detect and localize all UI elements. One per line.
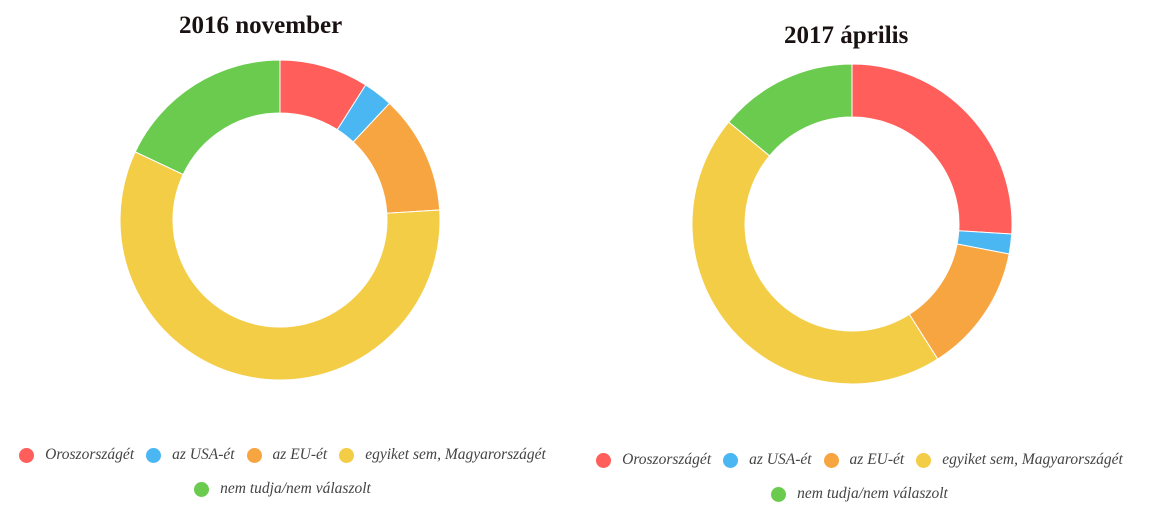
legend-item-russia[interactable]: Oroszországét (596, 451, 711, 469)
legend-item-russia[interactable]: Oroszországét (19, 446, 134, 464)
legend-item-none-hungary[interactable]: egyiket sem, Magyarországét (339, 446, 546, 464)
legend-dot-icon (596, 452, 612, 468)
legend-dot-icon (246, 447, 262, 463)
legend-label: nem tudja/nem válaszolt (220, 480, 371, 497)
legend-label: egyiket sem, Magyarországét (942, 451, 1123, 468)
legend-item-dont-know[interactable]: nem tudja/nem válaszolt (771, 485, 948, 503)
chart-legend: Oroszországét az USA-ét az EU-ét egyiket… (0, 444, 565, 512)
chart-panel-2016: 2016 november Oroszországét az USA-ét az… (0, 0, 565, 532)
chart-title: 2016 november (179, 12, 343, 39)
legend-dot-icon (194, 481, 210, 497)
legend-dot-icon (339, 447, 355, 463)
legend-label: az USA-ét (749, 451, 812, 468)
legend-item-usa[interactable]: az USA-ét (723, 451, 812, 469)
donut-slice[interactable] (851, 63, 1013, 235)
donut-chart (691, 63, 1013, 385)
legend-label: az EU-ét (849, 451, 905, 468)
legend-item-dont-know[interactable]: nem tudja/nem válaszolt (194, 480, 371, 498)
donut-chart (119, 59, 441, 381)
legend-dot-icon (723, 452, 739, 468)
legend-item-eu[interactable]: az EU-ét (246, 446, 328, 464)
legend-item-none-hungary[interactable]: egyiket sem, Magyarországét (916, 451, 1123, 469)
legend-label: egyiket sem, Magyarországét (365, 446, 546, 463)
donut-slice[interactable] (728, 63, 853, 157)
legend-label: az USA-ét (172, 446, 235, 463)
donut-slice[interactable] (691, 121, 939, 385)
donut-slice[interactable] (134, 59, 281, 176)
chart-legend: Oroszországét az USA-ét az EU-ét egyiket… (570, 449, 1149, 517)
legend-label: Oroszországét (45, 446, 135, 463)
legend-dot-icon (916, 452, 932, 468)
legend-label: nem tudja/nem válaszolt (797, 485, 948, 502)
legend-dot-icon (771, 486, 787, 502)
legend-item-usa[interactable]: az USA-ét (146, 446, 235, 464)
chart-panel-2017: 2017 április Oroszországét az USA-ét az … (570, 0, 1149, 532)
legend-dot-icon (146, 447, 162, 463)
legend-item-eu[interactable]: az EU-ét (823, 451, 905, 469)
legend-label: az EU-ét (272, 446, 328, 463)
chart-title: 2017 április (784, 22, 909, 49)
donut-slice[interactable] (119, 151, 441, 381)
legend-dot-icon (823, 452, 839, 468)
legend-label: Oroszországét (622, 451, 712, 468)
legend-dot-icon (19, 447, 35, 463)
